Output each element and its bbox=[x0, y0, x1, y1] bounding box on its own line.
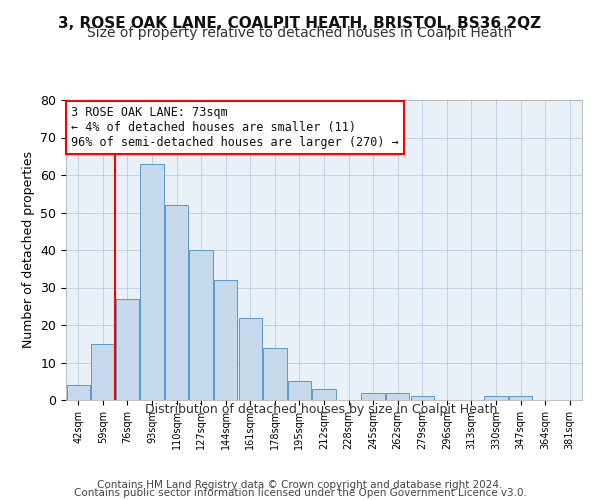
Text: 3, ROSE OAK LANE, COALPIT HEATH, BRISTOL, BS36 2QZ: 3, ROSE OAK LANE, COALPIT HEATH, BRISTOL… bbox=[58, 16, 542, 31]
Text: 3 ROSE OAK LANE: 73sqm
← 4% of detached houses are smaller (11)
96% of semi-deta: 3 ROSE OAK LANE: 73sqm ← 4% of detached … bbox=[71, 106, 399, 149]
Y-axis label: Number of detached properties: Number of detached properties bbox=[22, 152, 35, 348]
Bar bbox=[239, 318, 262, 400]
Bar bbox=[165, 205, 188, 400]
Text: Contains HM Land Registry data © Crown copyright and database right 2024.: Contains HM Land Registry data © Crown c… bbox=[97, 480, 503, 490]
Bar bbox=[67, 385, 90, 400]
Bar bbox=[361, 392, 385, 400]
Bar bbox=[509, 396, 532, 400]
Bar bbox=[190, 250, 213, 400]
Bar bbox=[140, 164, 164, 400]
Bar bbox=[484, 396, 508, 400]
Bar bbox=[116, 298, 139, 400]
Bar bbox=[313, 389, 335, 400]
Bar bbox=[214, 280, 238, 400]
Text: Contains public sector information licensed under the Open Government Licence v3: Contains public sector information licen… bbox=[74, 488, 526, 498]
Bar bbox=[263, 348, 287, 400]
Bar bbox=[91, 344, 115, 400]
Text: Size of property relative to detached houses in Coalpit Heath: Size of property relative to detached ho… bbox=[88, 26, 512, 40]
Bar bbox=[386, 392, 409, 400]
Bar bbox=[288, 381, 311, 400]
Text: Distribution of detached houses by size in Coalpit Heath: Distribution of detached houses by size … bbox=[145, 402, 497, 415]
Bar bbox=[410, 396, 434, 400]
